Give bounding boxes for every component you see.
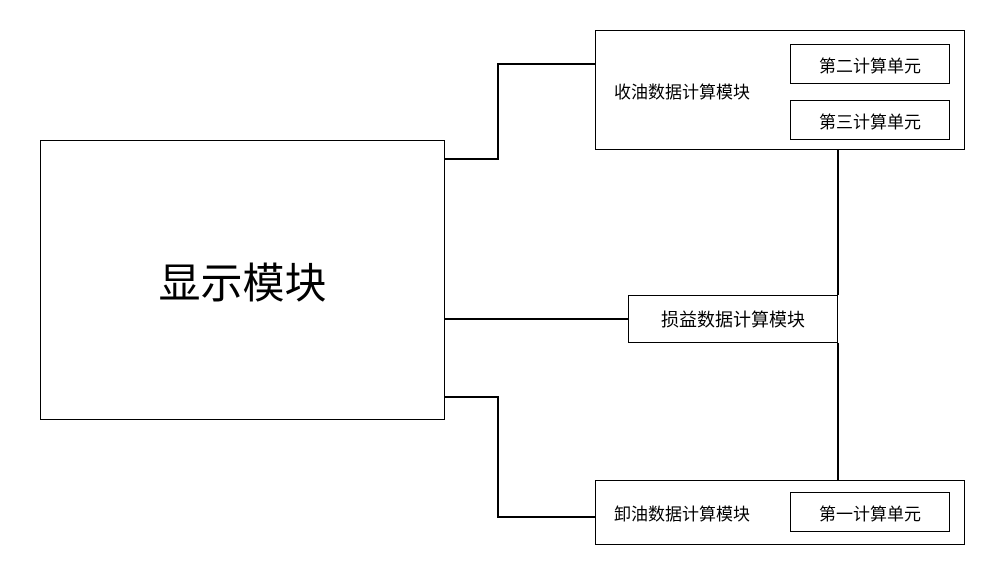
- edge-display-receive-h2: [497, 63, 595, 65]
- edge-receive-profitloss: [837, 150, 839, 295]
- second-calc-unit-label: 第二计算单元: [819, 52, 921, 77]
- edge-display-unload-h1: [445, 396, 498, 398]
- first-calc-unit-label: 第一计算单元: [819, 500, 921, 525]
- edge-profitloss-unload: [837, 343, 839, 480]
- third-calc-unit-label: 第三计算单元: [819, 108, 921, 133]
- edge-display-unload-v: [497, 396, 499, 518]
- first-calc-unit-node: 第一计算单元: [790, 492, 950, 532]
- oil-receive-module-label: 收油数据计算模块: [614, 78, 750, 103]
- profit-loss-module-label: 损益数据计算模块: [661, 306, 805, 332]
- oil-unload-module-label: 卸油数据计算模块: [614, 500, 750, 525]
- second-calc-unit-node: 第二计算单元: [790, 44, 950, 84]
- display-module-node: 显示模块: [40, 140, 445, 420]
- third-calc-unit-node: 第三计算单元: [790, 100, 950, 140]
- profit-loss-module-node: 损益数据计算模块: [628, 295, 838, 343]
- edge-display-receive-h1: [445, 158, 498, 160]
- edge-display-receive-v: [497, 63, 499, 160]
- edge-display-profitloss: [445, 318, 628, 320]
- edge-display-unload-h2: [497, 516, 595, 518]
- display-module-label: 显示模块: [158, 250, 326, 311]
